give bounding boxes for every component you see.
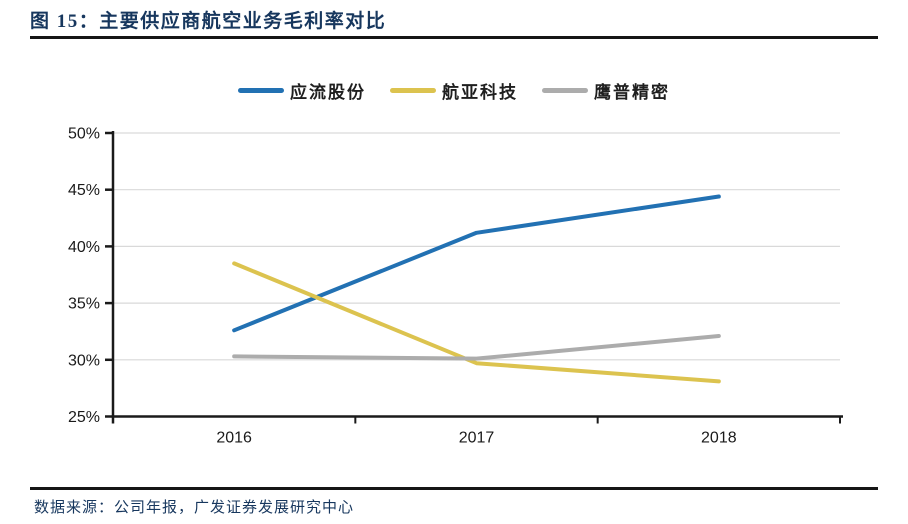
legend-label-yingliu: 应流股份	[290, 83, 366, 102]
y-tick-label: 30%	[68, 352, 100, 369]
series-line-1	[232, 261, 721, 384]
x-tick-label: 2017	[459, 430, 495, 447]
legend-label-yingpu: 鹰普精密	[594, 83, 670, 102]
legend-item-hangya: 航亚科技	[390, 78, 518, 103]
title-divider	[30, 36, 878, 39]
series-line-0	[232, 194, 721, 333]
series-line-2	[232, 333, 721, 361]
chart-legend: 应流股份 航亚科技 鹰普精密	[0, 78, 908, 103]
legend-swatch-gray	[542, 88, 588, 93]
y-tick-label: 45%	[68, 182, 100, 199]
y-tick-label: 40%	[68, 239, 100, 256]
y-tick-label: 50%	[68, 126, 100, 143]
legend-label-hangya: 航亚科技	[442, 83, 518, 102]
figure-title: 图 15：主要供应商航空业务毛利率对比	[30, 11, 387, 32]
line-chart: 25% 30% 35% 40% 45% 50% 2016 2017 2018	[68, 126, 843, 447]
legend-item-yingliu: 应流股份	[238, 78, 366, 103]
footer-divider	[30, 487, 878, 490]
y-tick-label: 25%	[68, 409, 100, 426]
x-tick-label: 2018	[701, 430, 737, 447]
data-source: 数据来源：公司年报，广发证券发展研究中心	[34, 500, 355, 516]
y-tick-label: 35%	[68, 296, 100, 313]
x-tick-label: 2016	[216, 430, 252, 447]
legend-swatch-blue	[238, 88, 284, 93]
legend-swatch-yellow	[390, 88, 436, 93]
legend-item-yingpu: 鹰普精密	[542, 78, 670, 103]
